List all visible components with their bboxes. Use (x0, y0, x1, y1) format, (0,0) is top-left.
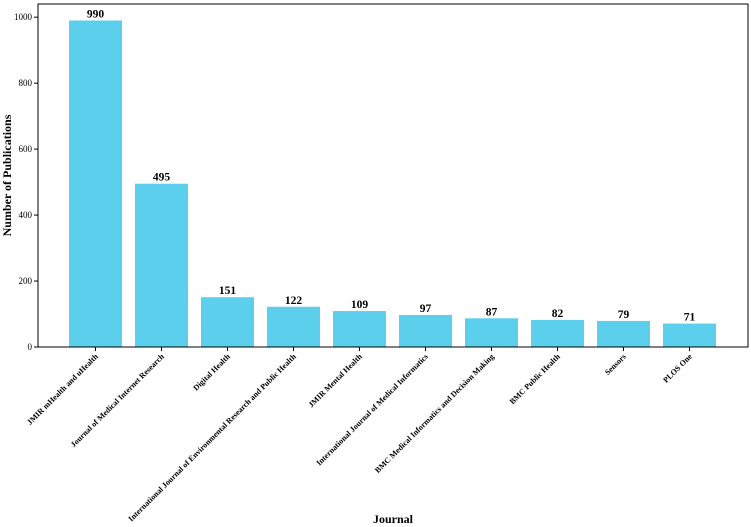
x-tick-label: International Journal of Medical Informa… (315, 352, 430, 467)
bar-value-label: 122 (285, 295, 303, 307)
x-tick-label: BMC Medical Informatics and Decision Mak… (373, 352, 496, 475)
y-tick-label: 1000 (14, 12, 33, 22)
y-tick-label: 800 (19, 78, 33, 88)
bar (267, 306, 320, 347)
y-tick-label: 600 (19, 144, 33, 154)
value-labels-group: 990 495 151 122 109 97 87 82 79 71 (87, 8, 696, 323)
bar-value-label: 71 (684, 312, 696, 324)
x-axis-label: Journal (373, 512, 414, 526)
bar-value-label: 97 (420, 303, 432, 315)
bar-value-label: 82 (552, 308, 564, 320)
bar-value-label: 87 (486, 306, 498, 318)
bar (465, 318, 518, 347)
y-tick-label: 0 (28, 342, 33, 352)
bar-value-label: 151 (219, 285, 237, 297)
bar (333, 311, 386, 347)
bar-value-label: 990 (87, 8, 105, 20)
bar (399, 315, 452, 347)
bar (69, 20, 122, 347)
x-tick-label: Digital Health (191, 352, 232, 393)
plot-frame (37, 3, 749, 348)
bar-value-label: 109 (351, 299, 369, 311)
x-tick-label: JMIR Mental Health (307, 352, 365, 410)
bar (135, 183, 188, 347)
bar (663, 323, 716, 347)
y-tick-label: 200 (19, 276, 33, 286)
x-tick-label: Sensors (603, 352, 628, 377)
y-axis-label: Number of Publications (0, 114, 14, 236)
bar-value-label: 495 (153, 172, 171, 184)
bar (201, 297, 254, 347)
x-tick-label: PLOS One (661, 352, 694, 385)
y-tick-label: 400 (19, 210, 33, 220)
bar (531, 319, 584, 347)
y-axis: 0 200 400 600 800 1000 (14, 12, 38, 352)
bar-value-label: 79 (618, 309, 630, 321)
bars-group (69, 20, 716, 347)
x-tick-label: BMC Public Health (508, 352, 563, 407)
x-tick-label: JMIR mHealth and uHealth (25, 352, 100, 427)
bar (597, 320, 650, 347)
